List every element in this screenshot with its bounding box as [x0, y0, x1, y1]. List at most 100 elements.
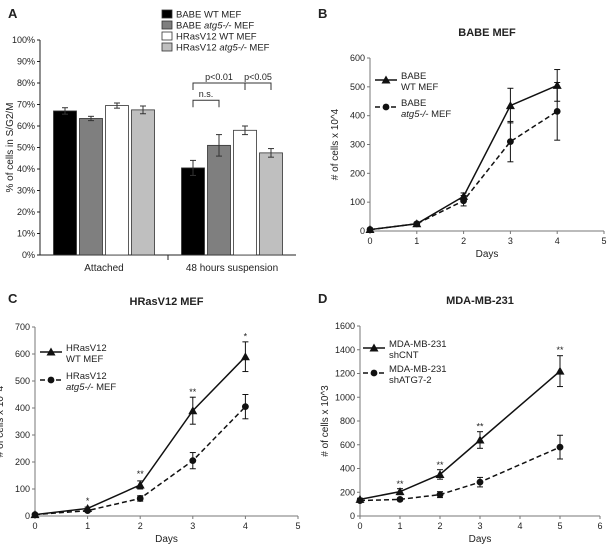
panel-letter-b: B: [318, 6, 327, 21]
chart-a-bar: [233, 129, 257, 256]
chart-c-data-point: [189, 457, 197, 465]
chart-b-x-tick-label: 5: [601, 236, 606, 246]
chart-a-bar: [207, 144, 231, 256]
chart-c-x-tick-label: 1: [85, 521, 90, 531]
chart-a-y-tick-label: 80%: [17, 78, 35, 88]
chart-a-legend-swatch: [161, 9, 173, 19]
chart-c-title: HRasV12 MEF: [130, 296, 204, 308]
chart-c-y-tick-label: 100: [15, 484, 30, 494]
chart-b-data-point: [460, 197, 467, 205]
chart-a-legend-swatch: [161, 20, 173, 30]
chart-a-y-tick-label: 90%: [17, 57, 35, 67]
chart-d-series-line: [359, 370, 561, 501]
chart-b-babe-mef-growth: BABE MEF 0 100 200 300 400 500 600 0 1 2 3 4 5 Days # o…: [330, 27, 607, 260]
chart-a-significance-label: p<0.05: [244, 72, 272, 82]
chart-d-y-tick-label: 800: [340, 416, 355, 426]
chart-b-legend-label: WT MEF: [401, 82, 438, 93]
chart-a-bar: [79, 118, 103, 256]
chart-d-significance-star: **: [436, 460, 444, 470]
chart-d-x-tick-label: 1: [397, 521, 402, 531]
chart-d-legend-marker: [370, 369, 378, 377]
chart-c-x-tick-label: 3: [190, 521, 195, 531]
chart-b-data-point: [553, 107, 561, 115]
chart-d-series-line: [359, 446, 561, 502]
chart-c-y-tick-label: 0: [25, 511, 30, 521]
chart-b-x-tick-label: 2: [461, 236, 466, 246]
chart-d-y-tick-label: 400: [340, 464, 355, 474]
chart-a-bar: [259, 152, 283, 256]
chart-d-legend-label: MDA-MB-231: [389, 339, 447, 350]
chart-b-x-tick-label: 0: [367, 236, 372, 246]
chart-b-y-tick-label: 200: [350, 168, 365, 178]
chart-c-data-point: [188, 406, 198, 415]
chart-d-mda-mb-231-growth: MDA-MB-231 0 200 400 600 800 1000 1200 1400 1600 0…: [320, 295, 603, 545]
chart-c-x-axis-label: Days: [155, 534, 178, 545]
chart-d-data-point: [556, 443, 564, 451]
chart-d-y-axis-label: # of cells x 10^3: [320, 385, 331, 457]
chart-c-x-tick-label: 2: [138, 521, 143, 531]
chart-b-legend-label: atg5-/- MEF: [401, 109, 451, 120]
chart-c-legend-label: WT MEF: [66, 354, 103, 365]
chart-a-category-label: 48 hours suspension: [186, 263, 278, 274]
chart-d-data-point: [475, 435, 485, 444]
chart-b-legend-marker: [382, 103, 390, 111]
chart-d-y-tick-label: 0: [350, 511, 355, 521]
chart-d-y-tick-label: 200: [340, 487, 355, 497]
chart-d-significance-star: **: [556, 345, 564, 355]
chart-d-data-point: [356, 497, 364, 504]
chart-c-x-tick-label: 0: [32, 521, 37, 531]
chart-b-y-tick-label: 500: [350, 82, 365, 92]
chart-c-data-point: [135, 480, 145, 489]
chart-d-data-point: [435, 469, 445, 478]
chart-a-legend-label: BABE WT MEF: [176, 10, 241, 21]
chart-a-category-label: Attached: [84, 263, 123, 274]
chart-c-y-tick-label: 300: [15, 430, 30, 440]
chart-c-legend-marker: [47, 376, 55, 384]
chart-b-y-axis-label: # of cells x 10^4: [330, 108, 341, 180]
chart-b-x-tick-label: 4: [555, 236, 560, 246]
chart-b-series-line: [369, 110, 558, 231]
chart-b-y-tick-label: 600: [350, 53, 365, 63]
chart-d-significance-star: **: [396, 479, 404, 489]
chart-c-y-axis-label: # of cells x 10^4: [0, 385, 6, 457]
chart-a-bar: [131, 109, 155, 256]
chart-b-data-point: [366, 226, 374, 233]
chart-d-x-tick-label: 6: [597, 521, 602, 531]
chart-d-data-point: [476, 478, 484, 486]
chart-d-legend-label: MDA-MB-231: [389, 364, 447, 375]
chart-b-y-tick-label: 100: [350, 197, 365, 207]
chart-b-legend-marker: [381, 75, 391, 84]
chart-c-data-point: [242, 403, 249, 411]
chart-d-y-tick-label: 1000: [335, 392, 355, 402]
chart-c-x-tick-label: 4: [243, 521, 248, 531]
chart-a-bar: [181, 167, 205, 256]
chart-d-x-tick-label: 4: [517, 521, 522, 531]
chart-c-significance-star: **: [137, 469, 145, 479]
chart-b-x-tick-label: 3: [508, 236, 513, 246]
panel-letter-c: C: [8, 291, 18, 306]
chart-d-x-tick-label: 5: [557, 521, 562, 531]
chart-a-cell-cycle-bars: 0% 10% 20% 30% 40% 50% 60% 70% 80% 90% 100% % of ce…: [5, 9, 296, 274]
chart-b-x-axis-label: Days: [476, 249, 499, 260]
chart-d-y-tick-label: 600: [340, 440, 355, 450]
chart-c-data-point: [136, 495, 144, 502]
chart-a-y-tick-label: 30%: [17, 186, 35, 196]
chart-c-significance-star: *: [86, 496, 90, 506]
chart-a-bar: [53, 110, 77, 256]
chart-a-y-axis-label: % of cells in S/G2/M: [5, 102, 16, 192]
chart-c-y-tick-label: 700: [15, 322, 30, 332]
chart-c-data-point: [84, 507, 91, 514]
chart-c-y-tick-label: 500: [15, 376, 30, 386]
chart-c-hrasv12-mef-growth: HRasV12 MEF 0 100 200 300 400 500 600 700 0 1 2 3 4 5 D…: [0, 296, 301, 545]
chart-b-title: BABE MEF: [458, 27, 516, 39]
chart-d-x-tick-label: 3: [477, 521, 482, 531]
chart-c-legend-label: HRasV12: [66, 343, 107, 354]
chart-b-data-point: [507, 138, 514, 146]
chart-c-y-tick-label: 200: [15, 457, 30, 467]
chart-c-data-point: [240, 352, 250, 361]
chart-b-series-line: [369, 84, 558, 231]
chart-a-legend-label: BABE atg5-/- MEF: [176, 21, 254, 32]
chart-b-y-tick-label: 0: [360, 226, 365, 236]
chart-d-legend-label: shATG7-2: [389, 375, 432, 386]
